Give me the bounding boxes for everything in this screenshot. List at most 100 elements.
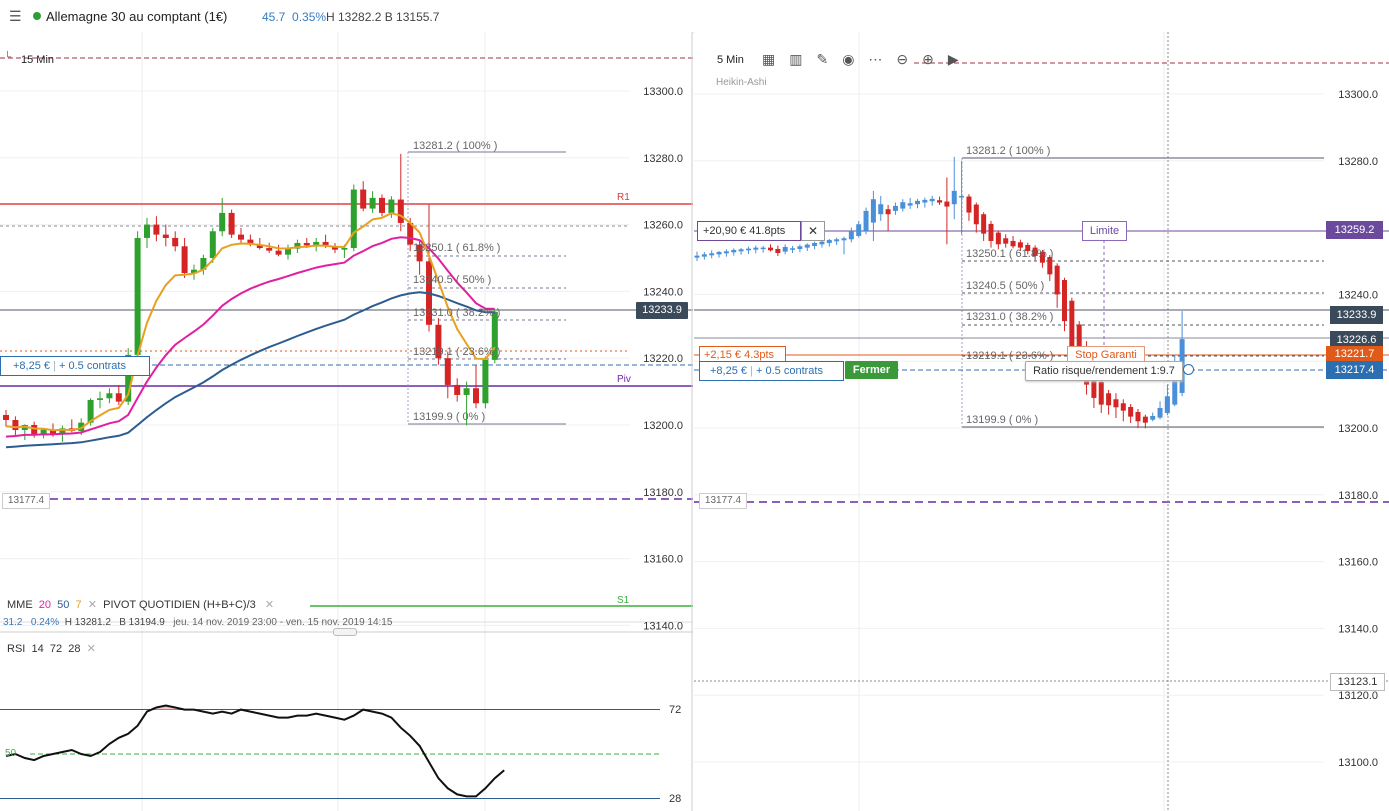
left-candle-body bbox=[322, 241, 329, 247]
right-candle-body bbox=[1120, 403, 1126, 411]
right-candle-body bbox=[768, 247, 773, 251]
right-candle-body bbox=[885, 209, 891, 215]
right-candle-body bbox=[1113, 399, 1119, 408]
mme-label[interactable]: MME bbox=[7, 599, 33, 611]
right-candle-body bbox=[723, 251, 729, 254]
left-candle-body bbox=[59, 428, 66, 435]
left-position-pnl: +8,25 € bbox=[13, 360, 51, 372]
zoom-in-icon[interactable]: ⊕ bbox=[922, 51, 948, 67]
right-position-badge[interactable]: +8,25 € | + 0.5 contrats bbox=[699, 361, 844, 381]
right-candle-body bbox=[709, 253, 715, 256]
drag-handle[interactable] bbox=[1183, 364, 1194, 375]
right-axis-tick: 13240.0 bbox=[1338, 289, 1378, 301]
right-axis-tick: 13140.0 bbox=[1338, 623, 1378, 635]
left-candle-body bbox=[200, 258, 207, 270]
right-fib-236: 13219.1 ( 23.6% ) bbox=[966, 350, 1054, 362]
right-axis-tick: 13160.0 bbox=[1338, 557, 1378, 569]
right-candle-body bbox=[1164, 396, 1170, 413]
stop-badge[interactable]: +2,15 € 4.3pts bbox=[699, 346, 786, 364]
rsi-pane bbox=[0, 704, 660, 799]
right-axis-tick: 13200.0 bbox=[1338, 423, 1378, 435]
right-candle-body bbox=[870, 199, 876, 223]
left-fib-0: 13199.9 ( 0% ) bbox=[413, 411, 486, 423]
rsi-line bbox=[5, 704, 505, 798]
left-candle-body bbox=[134, 237, 141, 355]
right-candle-body bbox=[841, 238, 847, 241]
left-candle-body bbox=[285, 248, 291, 255]
left-chart-marker: └ bbox=[4, 52, 12, 63]
left-candle-body bbox=[473, 388, 479, 404]
left-axis-tick: 13240.0 bbox=[643, 286, 683, 298]
right-dashed-level-tag: 13177.4 bbox=[699, 493, 747, 509]
piv-label: Piv bbox=[617, 374, 631, 385]
left-candle-body bbox=[482, 359, 489, 404]
grid-icon[interactable]: ▦ bbox=[762, 51, 790, 67]
rsi-remove-icon[interactable]: ✕ bbox=[86, 643, 96, 655]
left-candle-body bbox=[238, 234, 244, 240]
close-position-button[interactable]: Fermer bbox=[845, 361, 898, 379]
right-candle-body bbox=[892, 205, 898, 211]
right-candle-body bbox=[922, 199, 928, 203]
right-candle-body bbox=[1128, 406, 1134, 417]
zoom-out-icon[interactable]: ⊖ bbox=[896, 51, 923, 67]
left-candle-body bbox=[162, 234, 169, 238]
left-axis-tick: 13280.0 bbox=[643, 153, 683, 165]
right-timeframe[interactable]: 5 Min bbox=[717, 54, 744, 66]
right-candle-body bbox=[1032, 247, 1038, 256]
limit-remove-icon[interactable]: ✕ bbox=[801, 221, 825, 241]
left-candle-body bbox=[350, 189, 357, 248]
right-fib-382: 13231.0 ( 38.2% ) bbox=[966, 311, 1054, 323]
right-candle-body bbox=[1010, 240, 1016, 247]
right-candle-body bbox=[1150, 415, 1156, 420]
pivot-label[interactable]: PIVOT QUOTIDIEN (H+B+C)/3 bbox=[103, 599, 256, 611]
left-candle-body bbox=[247, 239, 254, 245]
right-candle-body bbox=[1062, 280, 1067, 322]
hamburger-icon[interactable]: ☰ bbox=[9, 8, 22, 24]
ema7-line bbox=[5, 212, 496, 432]
stop-label[interactable]: Stop Garanti bbox=[1067, 346, 1145, 364]
right-candle-body bbox=[826, 239, 832, 243]
play-end-icon[interactable]: ▶ bbox=[947, 51, 973, 67]
left-fib-50: 13240.5 ( 50% ) bbox=[413, 274, 492, 286]
left-status-line: 31.2 0.24% H 13281.2 B 13194.9 jeu. 14 n… bbox=[3, 617, 393, 628]
left-chart-panel[interactable]: 13300.0 13280.0 13260.0 13240.0 13220.0 13200… bbox=[0, 32, 693, 811]
eye-icon[interactable]: ◉ bbox=[842, 51, 869, 67]
right-candles bbox=[694, 156, 1185, 429]
rsi-50-tag: 50 bbox=[5, 748, 17, 759]
pane-resize-handle[interactable] bbox=[333, 628, 357, 636]
left-axis-tick: 13200.0 bbox=[643, 420, 683, 432]
left-candle-body bbox=[388, 199, 395, 213]
left-candle-body bbox=[303, 242, 310, 246]
instrument-header: ☰ Allemagne 30 au comptant (1€) 45.7 0.3… bbox=[0, 0, 1389, 33]
mme-remove-icon[interactable]: ✕ bbox=[87, 599, 98, 611]
right-candle-body bbox=[981, 214, 987, 234]
right-fib-50: 13240.5 ( 50% ) bbox=[966, 280, 1045, 292]
pencil-icon[interactable]: ✎ bbox=[816, 51, 843, 67]
mme-50: 50 bbox=[57, 599, 70, 611]
right-axis-tick: 13280.0 bbox=[1338, 156, 1378, 168]
left-candle-body bbox=[78, 422, 85, 432]
left-fib-618: 13250.1 ( 61.8% ) bbox=[413, 242, 501, 254]
instrument-title: Allemagne 30 au comptant (1€) bbox=[46, 9, 228, 24]
more-icon[interactable]: ⋯ bbox=[868, 51, 897, 67]
left-candle-body bbox=[379, 197, 385, 213]
limit-badge[interactable]: +20,90 € 41.8pts bbox=[697, 221, 801, 241]
right-candle-body bbox=[1172, 381, 1178, 405]
left-candle-body bbox=[106, 393, 113, 399]
left-candle-body bbox=[12, 419, 19, 431]
pivot-remove-icon[interactable]: ✕ bbox=[264, 599, 275, 611]
right-fib-0: 13199.9 ( 0% ) bbox=[966, 414, 1039, 426]
right-chart-panel[interactable]: 13300.013280.013240.013220.013200.013180… bbox=[694, 32, 1389, 811]
left-timeframe[interactable]: 15 Min bbox=[21, 54, 55, 66]
right-candle-body bbox=[716, 251, 722, 255]
chart-type-label: Heikin-Ashi bbox=[716, 77, 767, 88]
right-candle-body bbox=[1135, 411, 1141, 422]
right-candle-body bbox=[790, 248, 796, 250]
limit-label[interactable]: Limite bbox=[1082, 221, 1127, 241]
left-candle-body bbox=[266, 247, 273, 251]
rsi-label[interactable]: RSI bbox=[7, 643, 26, 655]
left-position-badge[interactable]: +8,25 € | + 0.5 contrats bbox=[0, 356, 150, 376]
right-candle-body bbox=[937, 200, 943, 203]
bar-chart-icon[interactable]: ▥ bbox=[789, 51, 817, 67]
left-candles bbox=[3, 153, 498, 442]
